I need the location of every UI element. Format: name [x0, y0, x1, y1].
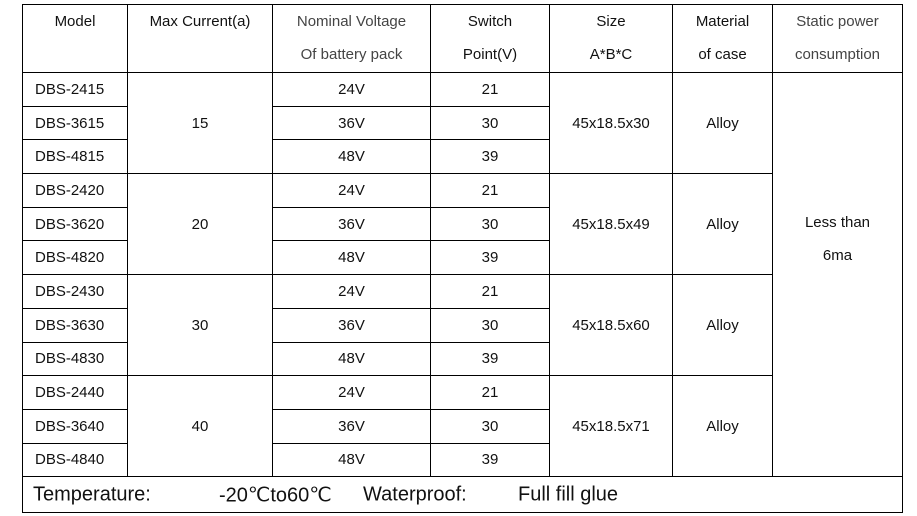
- data-row: DBS-2420 20 24V 21 45x18.5x49 Alloy: [22, 173, 903, 276]
- header-text: Switch: [467, 13, 513, 30]
- current-cell: 20: [127, 173, 273, 276]
- material-cell: Alloy: [672, 173, 773, 276]
- data-row: DBS-2430 30 24V 21 45x18.5x60 Alloy: [22, 274, 903, 377]
- footer-text: Full fill glue: [518, 483, 619, 506]
- data-row: DBS-4840 48V 39: [22, 442, 903, 478]
- footer-cell: Temperature: -20℃to60℃ Waterproof: Full fil…: [22, 476, 903, 514]
- static-power-text: Less than: [804, 213, 871, 231]
- data-row: DBS-3630 36V 30: [22, 307, 903, 343]
- header-cell: Max Current(a): [127, 4, 273, 73]
- data-row: DBS-4815 48V 39: [22, 139, 903, 175]
- header-text: Static power: [796, 13, 879, 30]
- voltage-cell: 48V: [272, 442, 431, 478]
- header-text: Size: [596, 13, 626, 30]
- model-cell: DBS-4820: [22, 240, 128, 276]
- size-cell: 45x18.5x60: [549, 274, 673, 377]
- size-cell: 45x18.5x49: [549, 173, 673, 276]
- header-text: Point(V): [462, 46, 518, 63]
- header-cell: Static power consumption: [772, 4, 903, 73]
- model-cell: DBS-2440: [22, 375, 128, 410]
- header-text: of case: [698, 46, 747, 63]
- voltage-cell: 24V: [272, 173, 431, 208]
- model-cell: DBS-2430: [22, 274, 128, 309]
- model-cell: DBS-2420: [22, 173, 128, 208]
- switch-cell: 30: [430, 408, 550, 444]
- data-row: DBS-3640 36V 30: [22, 408, 903, 444]
- voltage-cell: 48V: [272, 139, 431, 175]
- material-cell: Alloy: [672, 375, 773, 478]
- model-cell: DBS-3630: [22, 307, 128, 343]
- static-power-cell: Less than 6ma: [772, 71, 903, 478]
- switch-cell: 39: [430, 240, 550, 276]
- switch-cell: 21: [430, 375, 550, 410]
- model-cell: DBS-3620: [22, 206, 128, 242]
- data-row: DBS-4820 48V 39: [22, 240, 903, 276]
- header-text: Of battery pack: [300, 46, 403, 63]
- voltage-cell: 36V: [272, 105, 431, 141]
- switch-cell: 21: [430, 274, 550, 309]
- data-row: DBS-2415 15 24V 21 45x18.5x30 Alloy Less than 6…: [22, 71, 903, 478]
- header-text: Material: [695, 13, 750, 30]
- model-cell: DBS-2415: [22, 72, 128, 107]
- header-cell: Model: [22, 4, 128, 73]
- voltage-cell: 48V: [272, 341, 431, 377]
- header-text: Max Current(a): [149, 13, 251, 30]
- voltage-cell: 36V: [272, 408, 431, 444]
- model-cell: DBS-4830: [22, 341, 128, 377]
- switch-cell: 30: [430, 206, 550, 242]
- header-cell: Nominal Voltage Of battery pack: [272, 4, 431, 73]
- footer-text: Temperature:: [33, 483, 151, 506]
- data-row: DBS-2440 40 24V 21 45x18.5x71 Alloy: [22, 375, 903, 478]
- header-cell: Switch Point(V): [430, 4, 550, 73]
- data-row: DBS-3620 36V 30: [22, 206, 903, 242]
- footer-text: -20℃to60℃: [219, 484, 332, 507]
- voltage-cell: 24V: [272, 72, 431, 107]
- switch-cell: 39: [430, 139, 550, 175]
- header-text: Nominal Voltage: [296, 13, 407, 30]
- current-cell: 30: [127, 274, 273, 377]
- current-cell: 15: [127, 71, 273, 175]
- model-cell: DBS-3640: [22, 408, 128, 444]
- voltage-cell: 36V: [272, 206, 431, 242]
- model-cell: DBS-4840: [22, 442, 128, 478]
- size-cell: 45x18.5x71: [549, 375, 673, 478]
- voltage-cell: 24V: [272, 375, 431, 410]
- switch-cell: 21: [430, 173, 550, 208]
- header-text: A*B*C: [589, 46, 633, 63]
- footer-row: Temperature: -20℃to60℃ Waterproof: Full fil…: [22, 476, 903, 514]
- footer-text: Waterproof:: [363, 483, 467, 506]
- header-cell: Size A*B*C: [549, 4, 673, 73]
- voltage-cell: 48V: [272, 240, 431, 276]
- size-cell: 45x18.5x30: [549, 71, 673, 175]
- table-body: Model Max Current(a) Nominal Voltage Of bat…: [22, 4, 903, 514]
- data-row: DBS-3615 36V 30: [22, 105, 903, 141]
- model-cell: DBS-3615: [22, 105, 128, 141]
- switch-cell: 30: [430, 105, 550, 141]
- switch-cell: 39: [430, 442, 550, 478]
- model-cell: DBS-4815: [22, 139, 128, 175]
- static-power-text: 6ma: [822, 246, 853, 264]
- data-row: DBS-4830 48V 39: [22, 341, 903, 377]
- header-text: consumption: [794, 46, 881, 63]
- material-cell: Alloy: [672, 71, 773, 175]
- header-row: Model Max Current(a) Nominal Voltage Of bat…: [22, 4, 903, 73]
- switch-cell: 39: [430, 341, 550, 377]
- material-cell: Alloy: [672, 274, 773, 377]
- spec-table: Model Max Current(a) Nominal Voltage Of bat…: [22, 4, 903, 514]
- header-cell: Material of case: [672, 4, 773, 73]
- switch-cell: 30: [430, 307, 550, 343]
- header-text: Model: [54, 13, 96, 30]
- switch-cell: 21: [430, 72, 550, 107]
- voltage-cell: 36V: [272, 307, 431, 343]
- current-cell: 40: [127, 375, 273, 478]
- voltage-cell: 24V: [272, 274, 431, 309]
